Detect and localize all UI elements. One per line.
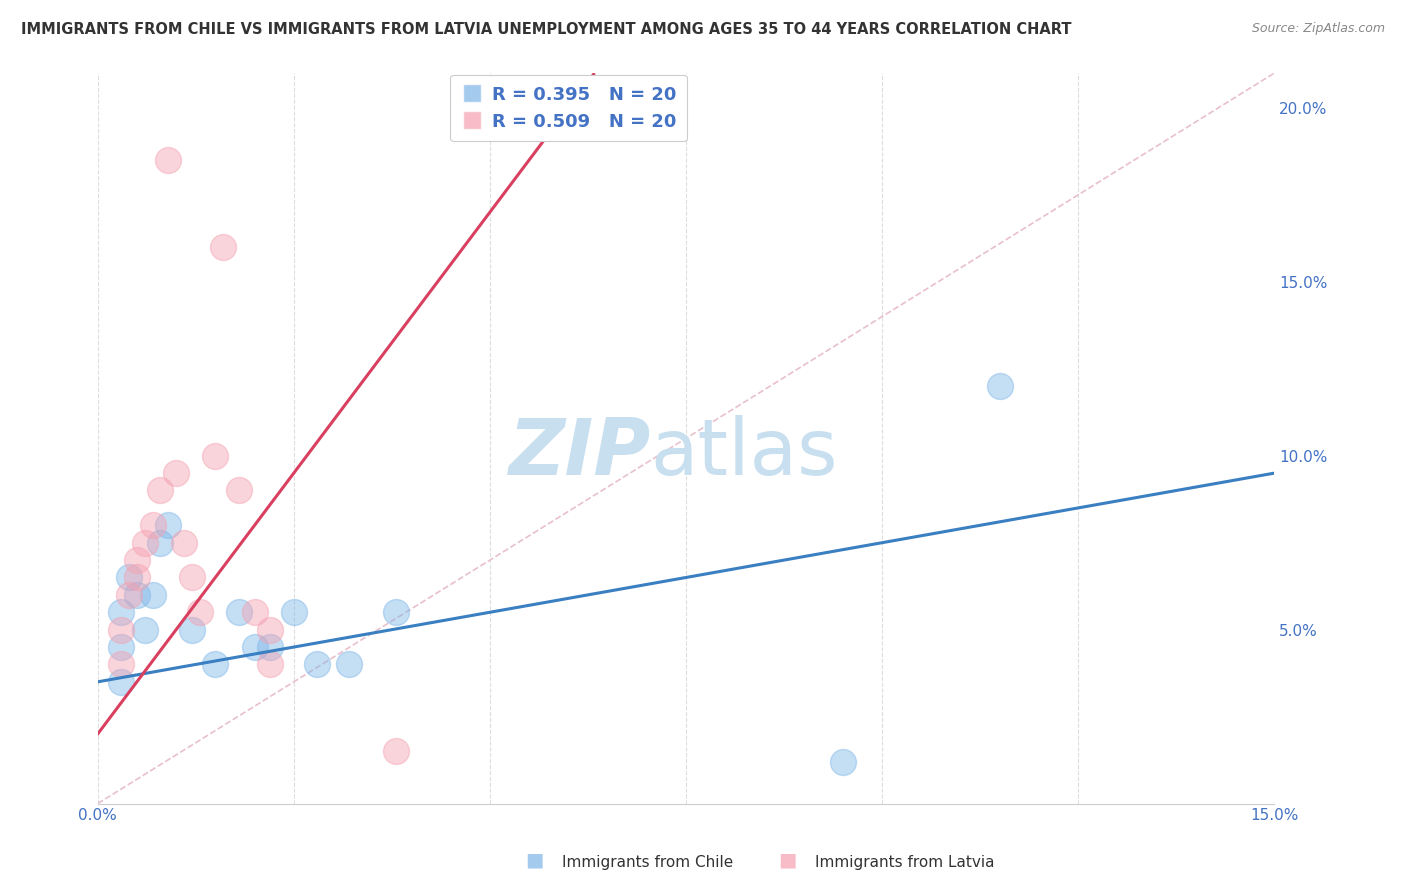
Point: [259, 640, 281, 654]
Point: [204, 657, 226, 672]
Point: [118, 570, 141, 584]
Point: [125, 553, 148, 567]
Point: [173, 535, 195, 549]
Point: [110, 657, 132, 672]
Text: ■: ■: [524, 851, 544, 870]
Point: [125, 588, 148, 602]
Text: Source: ZipAtlas.com: Source: ZipAtlas.com: [1251, 22, 1385, 36]
Point: [165, 466, 187, 480]
Point: [142, 518, 165, 533]
Point: [259, 657, 281, 672]
Point: [307, 657, 329, 672]
Point: [228, 605, 250, 619]
Point: [259, 623, 281, 637]
Text: ■: ■: [778, 851, 797, 870]
Point: [180, 570, 202, 584]
Point: [110, 623, 132, 637]
Point: [188, 605, 211, 619]
Point: [149, 483, 172, 498]
Text: IMMIGRANTS FROM CHILE VS IMMIGRANTS FROM LATVIA UNEMPLOYMENT AMONG AGES 35 TO 44: IMMIGRANTS FROM CHILE VS IMMIGRANTS FROM…: [21, 22, 1071, 37]
Point: [283, 605, 305, 619]
Point: [110, 640, 132, 654]
Point: [157, 153, 180, 167]
Point: [125, 570, 148, 584]
Text: atlas: atlas: [651, 415, 838, 491]
Point: [832, 755, 855, 769]
Point: [110, 605, 132, 619]
Point: [134, 623, 156, 637]
Point: [110, 674, 132, 689]
Point: [149, 535, 172, 549]
Point: [204, 449, 226, 463]
Point: [988, 379, 1011, 393]
Point: [384, 744, 406, 758]
Point: [337, 657, 360, 672]
Text: Immigrants from Latvia: Immigrants from Latvia: [815, 855, 995, 870]
Point: [384, 605, 406, 619]
Point: [243, 605, 266, 619]
Legend: R = 0.395   N = 20, R = 0.509   N = 20: R = 0.395 N = 20, R = 0.509 N = 20: [450, 75, 686, 142]
Point: [118, 588, 141, 602]
Point: [157, 518, 180, 533]
Text: Immigrants from Chile: Immigrants from Chile: [562, 855, 734, 870]
Point: [180, 623, 202, 637]
Point: [134, 535, 156, 549]
Point: [142, 588, 165, 602]
Point: [212, 240, 235, 254]
Text: ZIP: ZIP: [509, 415, 651, 491]
Point: [228, 483, 250, 498]
Point: [243, 640, 266, 654]
